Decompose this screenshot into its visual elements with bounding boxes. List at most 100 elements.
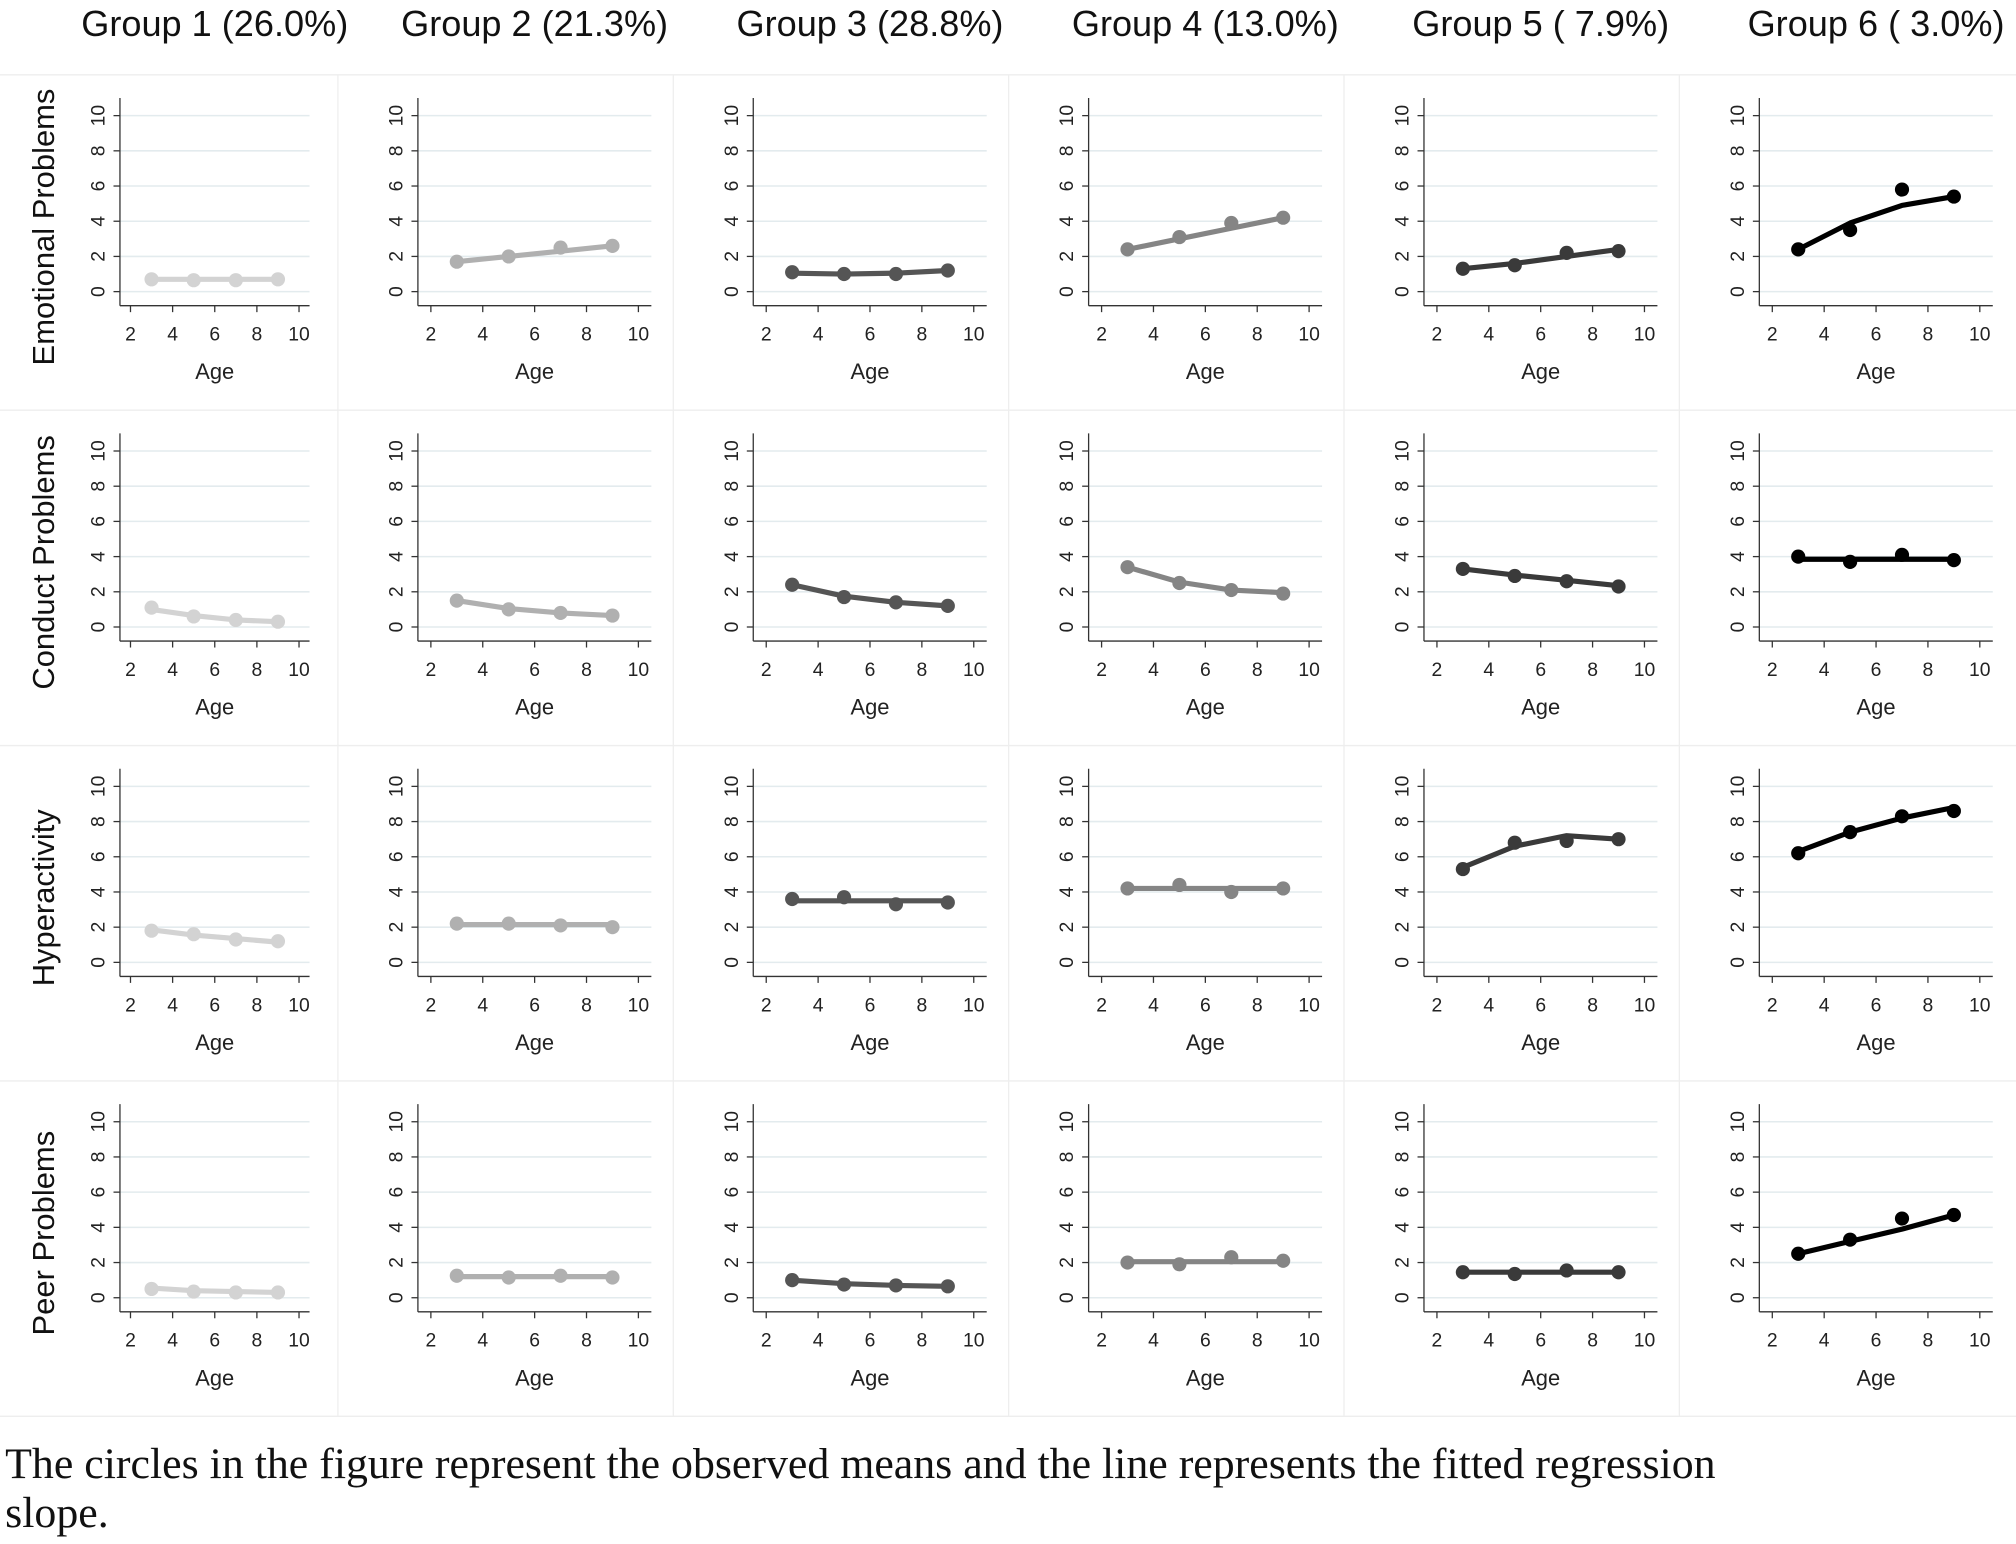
y-tick-label: 6 [1391, 516, 1413, 527]
y-tick-label: 6 [385, 851, 407, 862]
x-tick-label: 2 [425, 1330, 436, 1352]
y-tick-label: 6 [1391, 1187, 1413, 1198]
x-tick-label: 6 [865, 324, 876, 346]
x-tick-label: 10 [1969, 1330, 1990, 1352]
observed-mean [501, 602, 516, 617]
x-tick-label: 4 [1483, 659, 1494, 681]
x-tick-label: 10 [1298, 1330, 1319, 1352]
y-tick-label: 10 [87, 105, 109, 127]
column-title: Group 1 (26.0%) [81, 3, 348, 44]
y-tick-label: 0 [87, 957, 109, 968]
y-tick-label: 0 [385, 286, 407, 297]
x-tick-label: 8 [1923, 324, 1934, 346]
x-tick-label: 2 [125, 1330, 136, 1352]
x-tick-label: 6 [1200, 659, 1211, 681]
observed-mean [1791, 549, 1806, 564]
y-tick-label: 6 [87, 516, 109, 527]
y-tick-label: 2 [1727, 922, 1749, 933]
x-tick-label: 2 [1767, 659, 1778, 681]
y-tick-label: 6 [1056, 1187, 1078, 1198]
observed-mean [270, 1285, 286, 1300]
x-tick-label: 4 [1819, 994, 1830, 1016]
observed-mean [270, 614, 286, 629]
y-tick-label: 2 [87, 251, 109, 262]
fitted-line [1462, 246, 1619, 272]
y-tick-label: 8 [721, 481, 743, 492]
observed-mean [553, 605, 568, 621]
observed-mean [1276, 1253, 1291, 1268]
x-tick-label: 4 [167, 659, 178, 681]
y-tick-label: 8 [87, 1152, 109, 1163]
x-tick-label: 2 [1767, 1330, 1778, 1352]
x-axis-label: Age [195, 695, 234, 720]
y-tick-label: 2 [1727, 1257, 1749, 1268]
observed-mean [1611, 832, 1626, 847]
observed-mean [888, 1278, 904, 1293]
x-tick-label: 10 [1298, 324, 1319, 346]
observed-mean [449, 593, 464, 608]
y-tick-label: 10 [1391, 776, 1413, 798]
x-tick-label: 4 [477, 659, 488, 681]
y-tick-label: 4 [87, 551, 109, 562]
x-tick-label: 8 [1252, 324, 1263, 346]
observed-mean [228, 1285, 243, 1300]
y-tick-label: 8 [1391, 481, 1413, 492]
x-axis-label: Age [1186, 695, 1225, 720]
y-tick-label: 0 [87, 1292, 109, 1303]
y-tick-label: 2 [721, 1257, 743, 1268]
observed-mean [1946, 1207, 1961, 1223]
x-tick-label: 2 [125, 994, 136, 1016]
fitted-line [791, 1277, 948, 1289]
x-tick-label: 4 [813, 659, 824, 681]
y-tick-label: 10 [1727, 105, 1749, 127]
y-tick-label: 6 [721, 1187, 743, 1198]
observed-mean [940, 1279, 955, 1294]
y-tick-label: 0 [1391, 622, 1413, 633]
x-tick-label: 4 [1819, 659, 1830, 681]
x-tick-label: 6 [1535, 994, 1546, 1016]
x-tick-label: 2 [1432, 994, 1443, 1016]
x-tick-label: 8 [916, 324, 927, 346]
x-tick-label: 4 [477, 1330, 488, 1352]
x-tick-label: 2 [1096, 659, 1107, 681]
fitted-line [791, 582, 948, 609]
x-tick-label: 2 [1432, 659, 1443, 681]
y-tick-label: 2 [1391, 251, 1413, 262]
y-tick-label: 8 [385, 1152, 407, 1163]
observed-mean [1843, 554, 1858, 569]
y-tick-label: 8 [87, 145, 109, 156]
x-tick-label: 10 [1969, 994, 1990, 1016]
x-tick-label: 4 [1819, 1330, 1830, 1352]
fitted-line [1797, 194, 1955, 252]
y-tick-label: 8 [721, 145, 743, 156]
y-tick-label: 8 [385, 145, 407, 156]
y-tick-label: 2 [385, 1257, 407, 1268]
y-tick-label: 2 [1727, 586, 1749, 597]
y-tick-label: 4 [1056, 216, 1078, 227]
y-tick-label: 4 [87, 1222, 109, 1233]
column-title: Group 6 ( 3.0%) [1748, 3, 2005, 44]
x-axis-label: Age [1857, 1030, 1896, 1055]
observed-mean [1507, 835, 1522, 850]
observed-mean [1455, 261, 1470, 276]
y-tick-label: 10 [1391, 440, 1413, 462]
y-tick-label: 6 [721, 516, 743, 527]
x-axis-label: Age [1857, 695, 1896, 720]
y-tick-label: 4 [385, 216, 407, 227]
caption: The circles in the figure represent the … [5, 1440, 1715, 1488]
column-title: Group 5 ( 7.9%) [1412, 3, 1669, 44]
x-tick-label: 2 [125, 659, 136, 681]
x-tick-label: 4 [167, 1330, 178, 1352]
x-tick-label: 8 [1923, 994, 1934, 1016]
observed-mean [1172, 1257, 1187, 1272]
y-tick-label: 0 [1727, 286, 1749, 297]
y-tick-label: 10 [1727, 776, 1749, 798]
observed-mean [1559, 833, 1574, 849]
fitted-line [1797, 1212, 1955, 1257]
observed-mean [186, 609, 201, 624]
x-tick-label: 6 [209, 994, 220, 1016]
y-tick-label: 0 [721, 1292, 743, 1303]
x-tick-label: 8 [581, 994, 592, 1016]
x-tick-label: 10 [628, 1330, 649, 1352]
